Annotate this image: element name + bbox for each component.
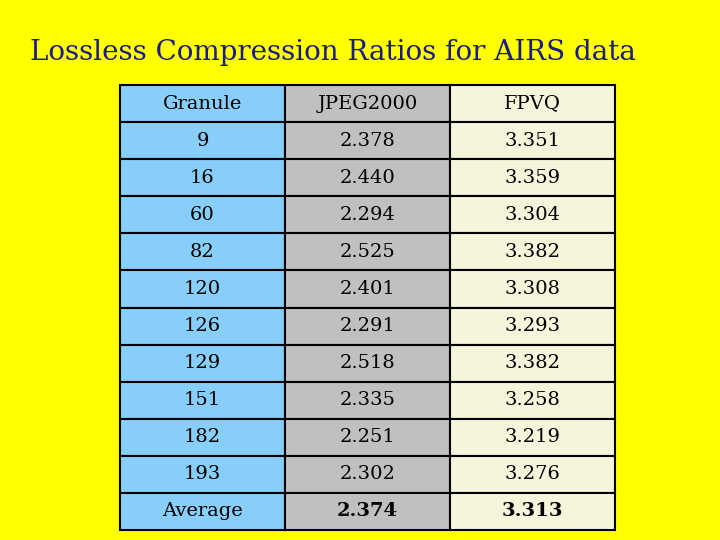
- Bar: [120, 196, 285, 233]
- Text: 3.293: 3.293: [505, 317, 561, 335]
- Bar: [120, 307, 285, 345]
- Bar: [120, 382, 285, 418]
- Bar: [450, 493, 615, 530]
- Text: FPVQ: FPVQ: [504, 94, 561, 112]
- Text: 2.374: 2.374: [337, 502, 398, 521]
- Bar: [285, 233, 450, 271]
- Bar: [120, 122, 285, 159]
- Text: 2.335: 2.335: [340, 391, 395, 409]
- Text: 16: 16: [190, 168, 215, 187]
- Bar: [285, 418, 450, 456]
- Bar: [285, 345, 450, 382]
- Text: 2.518: 2.518: [340, 354, 395, 372]
- Text: Average: Average: [162, 502, 243, 521]
- Bar: [450, 85, 615, 122]
- Text: 2.525: 2.525: [340, 243, 395, 261]
- Bar: [285, 159, 450, 196]
- Text: 126: 126: [184, 317, 221, 335]
- Bar: [285, 382, 450, 418]
- Text: 3.359: 3.359: [505, 168, 561, 187]
- Bar: [120, 456, 285, 493]
- Bar: [285, 307, 450, 345]
- Text: 9: 9: [197, 132, 209, 150]
- Text: 3.308: 3.308: [505, 280, 560, 298]
- Bar: [450, 418, 615, 456]
- Bar: [450, 456, 615, 493]
- Text: 2.251: 2.251: [340, 428, 395, 446]
- Text: JPEG2000: JPEG2000: [318, 94, 418, 112]
- Text: 2.440: 2.440: [340, 168, 395, 187]
- Bar: [120, 233, 285, 271]
- Bar: [120, 418, 285, 456]
- Text: 2.302: 2.302: [340, 465, 395, 483]
- Bar: [285, 196, 450, 233]
- Text: 193: 193: [184, 465, 221, 483]
- Text: 3.351: 3.351: [505, 132, 560, 150]
- Text: Lossless Compression Ratios for AIRS data: Lossless Compression Ratios for AIRS dat…: [30, 38, 636, 65]
- Bar: [120, 345, 285, 382]
- Text: 3.304: 3.304: [505, 206, 560, 224]
- Text: 120: 120: [184, 280, 221, 298]
- Bar: [450, 196, 615, 233]
- Text: 3.313: 3.313: [502, 502, 563, 521]
- Bar: [285, 85, 450, 122]
- Text: 3.219: 3.219: [505, 428, 560, 446]
- Text: Granule: Granule: [163, 94, 242, 112]
- Text: 82: 82: [190, 243, 215, 261]
- Bar: [450, 307, 615, 345]
- Text: 60: 60: [190, 206, 215, 224]
- Bar: [450, 271, 615, 307]
- Bar: [120, 85, 285, 122]
- Text: 3.382: 3.382: [505, 354, 560, 372]
- Bar: [120, 493, 285, 530]
- Bar: [285, 122, 450, 159]
- Text: 2.378: 2.378: [340, 132, 395, 150]
- Text: 3.258: 3.258: [505, 391, 560, 409]
- Bar: [120, 271, 285, 307]
- Text: 2.294: 2.294: [340, 206, 395, 224]
- Bar: [285, 271, 450, 307]
- Text: 151: 151: [184, 391, 221, 409]
- Text: 2.401: 2.401: [340, 280, 395, 298]
- Text: 2.291: 2.291: [340, 317, 395, 335]
- Text: 3.382: 3.382: [505, 243, 560, 261]
- Bar: [120, 159, 285, 196]
- Text: 3.276: 3.276: [505, 465, 560, 483]
- Bar: [285, 456, 450, 493]
- Text: 182: 182: [184, 428, 221, 446]
- Bar: [450, 233, 615, 271]
- Bar: [450, 382, 615, 418]
- Bar: [285, 493, 450, 530]
- Text: 129: 129: [184, 354, 221, 372]
- Bar: [450, 122, 615, 159]
- Bar: [450, 159, 615, 196]
- Bar: [450, 345, 615, 382]
